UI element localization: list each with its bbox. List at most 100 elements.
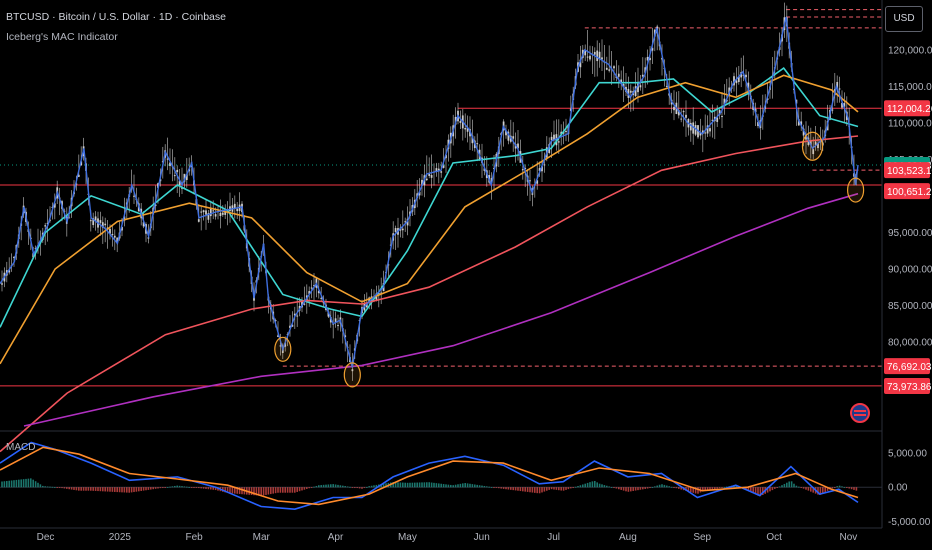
macd-histogram-bar bbox=[586, 482, 589, 488]
macd-histogram-bar bbox=[553, 487, 555, 490]
candle-body bbox=[214, 214, 217, 217]
macd-histogram-bar bbox=[668, 486, 670, 488]
macd-histogram-bar bbox=[279, 487, 282, 493]
macd-histogram-bar bbox=[690, 487, 692, 493]
candle-body bbox=[673, 106, 675, 111]
candle-body bbox=[692, 122, 695, 134]
candle-body bbox=[757, 121, 759, 127]
macd-histogram-bar bbox=[238, 487, 241, 494]
macd-histogram-bar bbox=[486, 486, 488, 488]
macd-histogram-bar bbox=[534, 487, 536, 493]
macd-histogram-bar bbox=[433, 482, 435, 488]
candle-body bbox=[154, 204, 157, 207]
macd-histogram-bar bbox=[726, 486, 728, 488]
macd-histogram-bar bbox=[135, 487, 138, 492]
macd-histogram-bar bbox=[418, 482, 421, 488]
candle-body bbox=[104, 223, 107, 226]
candle-body bbox=[836, 81, 839, 89]
candle-body bbox=[147, 237, 150, 239]
macd-histogram-bar bbox=[205, 487, 207, 489]
macd-histogram-bar bbox=[140, 487, 142, 491]
macd-histogram-bar bbox=[644, 487, 646, 489]
macd-histogram-bar bbox=[548, 487, 550, 490]
macd-histogram-bar bbox=[687, 487, 690, 492]
candle-body bbox=[589, 55, 591, 60]
macd-histogram-bar bbox=[646, 487, 649, 489]
macd-histogram-bar bbox=[51, 486, 54, 488]
macd-histogram-bar bbox=[361, 487, 363, 489]
macd-histogram-bar bbox=[663, 484, 666, 488]
currency-button[interactable]: USD bbox=[885, 6, 923, 32]
macd-histogram-bar bbox=[562, 487, 565, 491]
macd-histogram-bar bbox=[339, 485, 342, 488]
candle-body bbox=[296, 315, 299, 317]
candle-body bbox=[507, 131, 510, 141]
macd-histogram-bar bbox=[236, 487, 238, 494]
candle-body bbox=[44, 225, 47, 227]
macd-histogram-bar bbox=[138, 487, 140, 492]
macd-histogram-bar bbox=[356, 487, 358, 489]
candle-body bbox=[565, 131, 567, 133]
macd-histogram-bar bbox=[157, 487, 159, 489]
macd-histogram-bar bbox=[392, 482, 394, 488]
highlight-circles bbox=[274, 131, 865, 388]
macd-histogram-bar bbox=[171, 486, 174, 488]
candle-body bbox=[320, 297, 323, 299]
macd-histogram-bar bbox=[675, 487, 678, 489]
macd-histogram-bar bbox=[25, 478, 27, 488]
macd-histogram-bar bbox=[294, 487, 296, 493]
candle-body bbox=[529, 180, 531, 182]
macd-histogram-bar bbox=[692, 487, 694, 493]
macd-histogram-bar bbox=[558, 487, 560, 491]
macd-histogram-bar bbox=[483, 485, 486, 488]
macd-histogram-bar bbox=[810, 487, 812, 492]
macd-histogram-bar bbox=[565, 487, 567, 490]
macd-histogram-bar bbox=[656, 485, 658, 488]
candle-body bbox=[207, 213, 210, 220]
macd-histogram-bar bbox=[697, 487, 699, 494]
candle-body bbox=[557, 141, 560, 143]
macd-histogram-bar bbox=[318, 485, 320, 488]
macd-histogram-bar bbox=[183, 486, 186, 488]
macd-histogram-bar bbox=[555, 487, 558, 490]
macd-histogram-bar bbox=[8, 480, 10, 488]
macd-histogram-bar bbox=[594, 480, 596, 488]
price-tag-label: 73,973.86 bbox=[887, 382, 932, 393]
macd-histogram-bar bbox=[37, 482, 39, 488]
macd-histogram-bar bbox=[90, 487, 92, 491]
macd-histogram-bar bbox=[358, 487, 361, 489]
macd-histogram-bar bbox=[426, 482, 428, 488]
macd-histogram-bar bbox=[186, 486, 188, 488]
macd-y-tick-label: -5,000.00 bbox=[888, 517, 931, 528]
macd-histogram-bar bbox=[370, 485, 373, 488]
macd-histogram-bar bbox=[495, 487, 498, 489]
price-axis: 120,000.00115,000.00110,000.00105,000.00… bbox=[881, 0, 932, 528]
macd-histogram-bar bbox=[661, 484, 663, 488]
macd-histogram-bar bbox=[409, 482, 411, 488]
macd-histogram-bar bbox=[106, 487, 109, 492]
price-tag-label: 100,651.21 bbox=[887, 187, 932, 198]
candle-body bbox=[289, 325, 291, 328]
macd-histogram-bar bbox=[464, 483, 466, 488]
macd-histogram-bar bbox=[351, 487, 354, 489]
macd-histogram-bar bbox=[577, 486, 579, 488]
macd-histogram-bar bbox=[397, 482, 399, 488]
macd-histogram-bar bbox=[651, 487, 654, 489]
macd-histogram-bar bbox=[445, 484, 447, 488]
macd-histogram-bar bbox=[428, 482, 430, 488]
macd-histogram-bar bbox=[838, 485, 841, 488]
macd-histogram-bar bbox=[440, 483, 442, 488]
macd-histogram-bar bbox=[286, 487, 289, 493]
macd-histogram-bar bbox=[822, 487, 824, 494]
macd-histogram-bar bbox=[807, 487, 810, 491]
candle-body bbox=[646, 56, 649, 61]
macd-histogram-bar bbox=[363, 487, 366, 489]
macd-histogram-bar bbox=[853, 487, 855, 490]
candle-body bbox=[176, 169, 179, 173]
macd-histogram-bar bbox=[601, 484, 603, 488]
y-tick-label: 80,000.00 bbox=[888, 338, 932, 349]
macd-histogram-bar bbox=[723, 487, 726, 488]
macd-histogram-bar bbox=[783, 483, 786, 488]
chart-title: BTCUSD · Bitcoin / U.S. Dollar · 1D · Co… bbox=[6, 11, 226, 23]
